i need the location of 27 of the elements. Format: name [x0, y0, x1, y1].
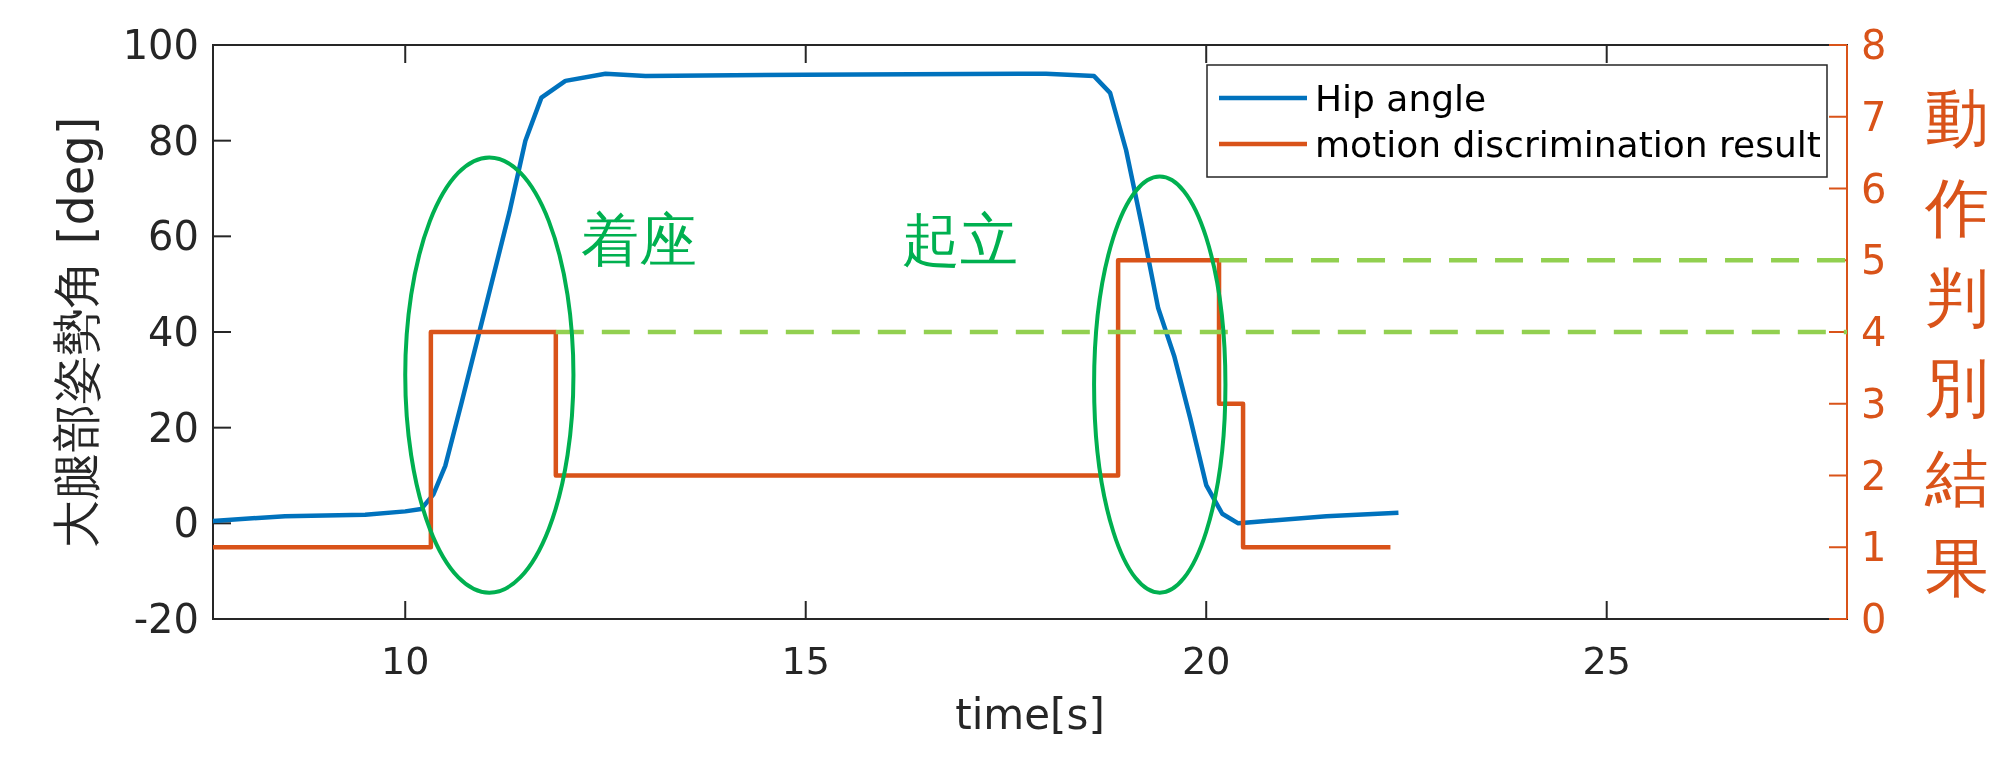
x-tick-label: 20: [1182, 639, 1231, 683]
y2-tick-label: 1: [1861, 524, 1887, 571]
y2-tick-label: 3: [1861, 380, 1887, 427]
legend-label: Hip angle: [1315, 78, 1487, 119]
x-tick-label: 25: [1582, 639, 1631, 683]
y-axis-title: 大腿部姿勢角 [deg]: [48, 116, 104, 548]
y-tick-label: 100: [122, 22, 199, 68]
y2-tick-label: 2: [1861, 452, 1887, 499]
y2-tick-label: 6: [1861, 165, 1887, 212]
x-tick-label: 10: [381, 639, 430, 683]
y-tick-label: 40: [148, 309, 199, 355]
annotation: 着座: [581, 206, 698, 275]
annotation: 起立: [901, 206, 1018, 275]
x-tick-label: 15: [781, 639, 830, 683]
y2-tick-label: 7: [1861, 93, 1887, 140]
y-tick-label: -20: [133, 596, 199, 642]
y2-tick-label: 0: [1861, 596, 1887, 642]
y-tick-label: 80: [148, 117, 199, 164]
y2-tick-label: 4: [1861, 309, 1887, 355]
y2-tick-label: 5: [1861, 237, 1887, 284]
y-tick-label: 0: [173, 500, 199, 547]
x-axis-title: time[s]: [955, 690, 1105, 739]
y-tick-label: 20: [148, 404, 199, 451]
legend-label: motion discrimination result: [1315, 124, 1821, 165]
y-tick-label: 60: [148, 213, 199, 260]
y2-tick-label: 8: [1861, 22, 1887, 68]
y2-axis-title: 動作判別結果: [1924, 81, 1989, 605]
